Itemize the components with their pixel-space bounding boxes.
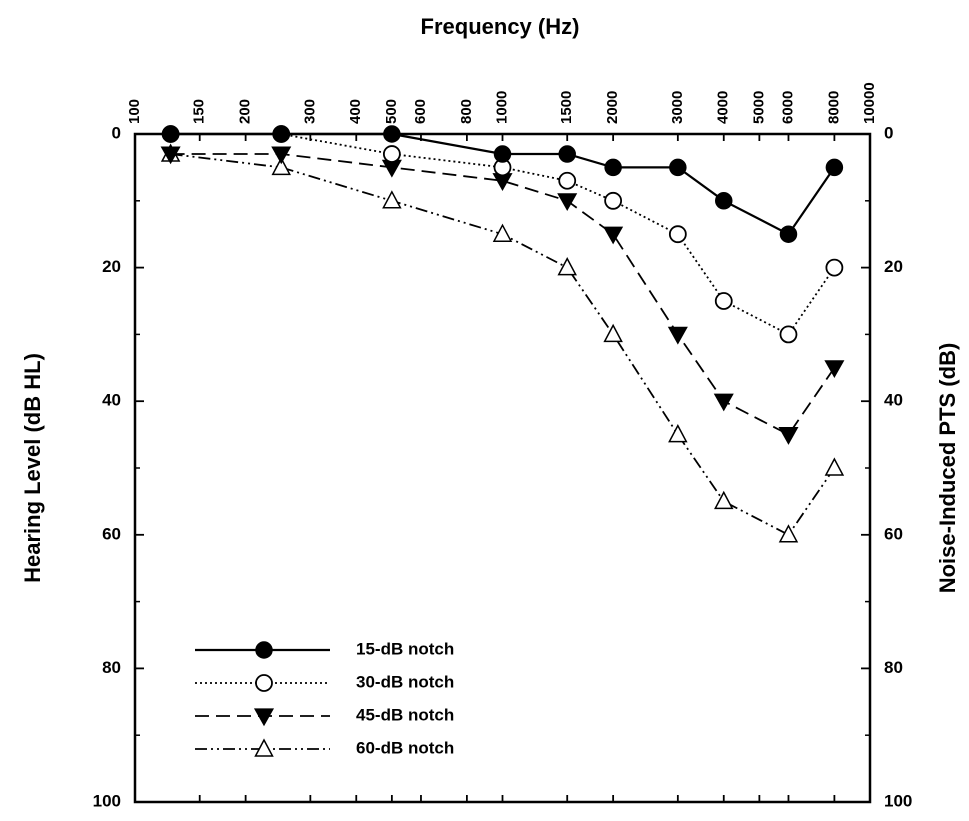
y-axis-title-left: Hearing Level (dB HL) xyxy=(20,353,45,583)
series-3 xyxy=(160,146,845,445)
data-point xyxy=(714,490,734,510)
data-point xyxy=(557,193,578,212)
y-tick-label-right: 60 xyxy=(884,524,903,543)
data-point xyxy=(492,223,513,242)
x-tick-label: 200 xyxy=(237,99,254,124)
y-tick-label-left: 60 xyxy=(102,524,121,543)
y-tick-label-left: 80 xyxy=(102,658,121,677)
x-tick-label: 800 xyxy=(458,99,475,124)
x-tick-label: 1500 xyxy=(558,91,575,124)
data-point xyxy=(604,191,623,210)
legend-item: 60-dB notch xyxy=(195,738,454,757)
data-point xyxy=(160,146,181,165)
x-tick-label: 3000 xyxy=(669,91,686,124)
y-axis-title-right: Noise-Induced PTS (dB) xyxy=(935,343,960,594)
y-tick-label-left: 20 xyxy=(102,257,121,276)
data-point xyxy=(824,457,845,476)
y-tick-label-right: 40 xyxy=(884,391,903,410)
data-point xyxy=(714,292,733,310)
x-tick-label: 300 xyxy=(301,99,318,124)
x-tick-label: 1000 xyxy=(493,91,510,124)
data-point xyxy=(669,158,687,177)
y-tick-label-left: 40 xyxy=(102,391,121,410)
data-point xyxy=(779,225,798,243)
data-point xyxy=(779,325,798,344)
data-point xyxy=(824,360,845,379)
data-point xyxy=(668,424,688,443)
ticks-layer: 100 150 200 300 400 500 600 800 1000 1500 2000 3000… xyxy=(93,82,913,810)
data-point xyxy=(668,225,687,244)
data-point xyxy=(713,393,734,412)
data-point xyxy=(557,257,577,276)
series-1 xyxy=(161,125,844,243)
data-point xyxy=(825,158,844,177)
data-point xyxy=(603,323,623,343)
legend-marker xyxy=(255,674,273,692)
data-point xyxy=(778,427,799,445)
series-line xyxy=(170,132,836,236)
data-point xyxy=(382,190,402,209)
x-axis-title: Frequency (Hz) xyxy=(421,14,580,39)
data-point xyxy=(825,258,844,277)
x-tick-label: 10000 xyxy=(861,82,878,124)
data-point xyxy=(603,226,624,245)
data-point xyxy=(272,125,290,143)
legend-marker xyxy=(253,708,275,727)
legend-label: 60-dB notch xyxy=(356,738,454,757)
x-tick-label: 8000 xyxy=(825,91,842,124)
legend-label: 30-dB notch xyxy=(356,672,454,691)
legend: 15-dB notch 30-dB notch 45-dB notch 60-dB n… xyxy=(195,639,454,757)
data-point xyxy=(271,156,291,176)
x-tick-label: 150 xyxy=(191,99,208,124)
data-point xyxy=(558,145,576,163)
data-point xyxy=(383,125,401,143)
series-line xyxy=(170,153,836,536)
legend-marker xyxy=(255,641,273,659)
y-tick-label-right: 0 xyxy=(884,123,893,142)
series-4 xyxy=(160,143,845,543)
legend-marker xyxy=(254,738,274,757)
legend-item: 15-dB notch xyxy=(195,639,454,659)
x-tick-label: 400 xyxy=(347,99,364,124)
data-point xyxy=(667,326,688,345)
data-point xyxy=(604,158,622,177)
y-tick-label-right: 20 xyxy=(884,257,903,276)
series-line xyxy=(170,153,836,436)
y-tick-label-right: 100 xyxy=(884,791,912,810)
data-point xyxy=(161,125,180,143)
x-tick-label: 600 xyxy=(412,99,429,124)
y-tick-label-right: 80 xyxy=(884,658,903,677)
legend-label: 45-dB notch xyxy=(356,705,454,724)
data-point xyxy=(271,146,292,165)
data-point xyxy=(382,145,401,163)
y-tick-label-left: 0 xyxy=(112,123,121,142)
series-line xyxy=(170,133,836,336)
x-tick-label: 4000 xyxy=(715,91,732,124)
legend-item: 30-dB notch xyxy=(195,672,454,692)
x-tick-label: 2000 xyxy=(604,91,621,124)
data-point xyxy=(715,192,733,210)
x-tick-label: 100 xyxy=(126,99,143,124)
x-tick-label: 500 xyxy=(383,99,400,124)
data-point xyxy=(493,145,512,163)
x-tick-label: 6000 xyxy=(779,91,796,124)
data-point xyxy=(558,171,577,190)
legend-label: 15-dB notch xyxy=(356,639,454,658)
y-tick-label-left: 100 xyxy=(93,791,121,810)
data-point xyxy=(778,524,799,543)
series-layer xyxy=(160,125,845,543)
x-tick-label: 5000 xyxy=(750,91,767,124)
legend-item: 45-dB notch xyxy=(195,705,454,727)
